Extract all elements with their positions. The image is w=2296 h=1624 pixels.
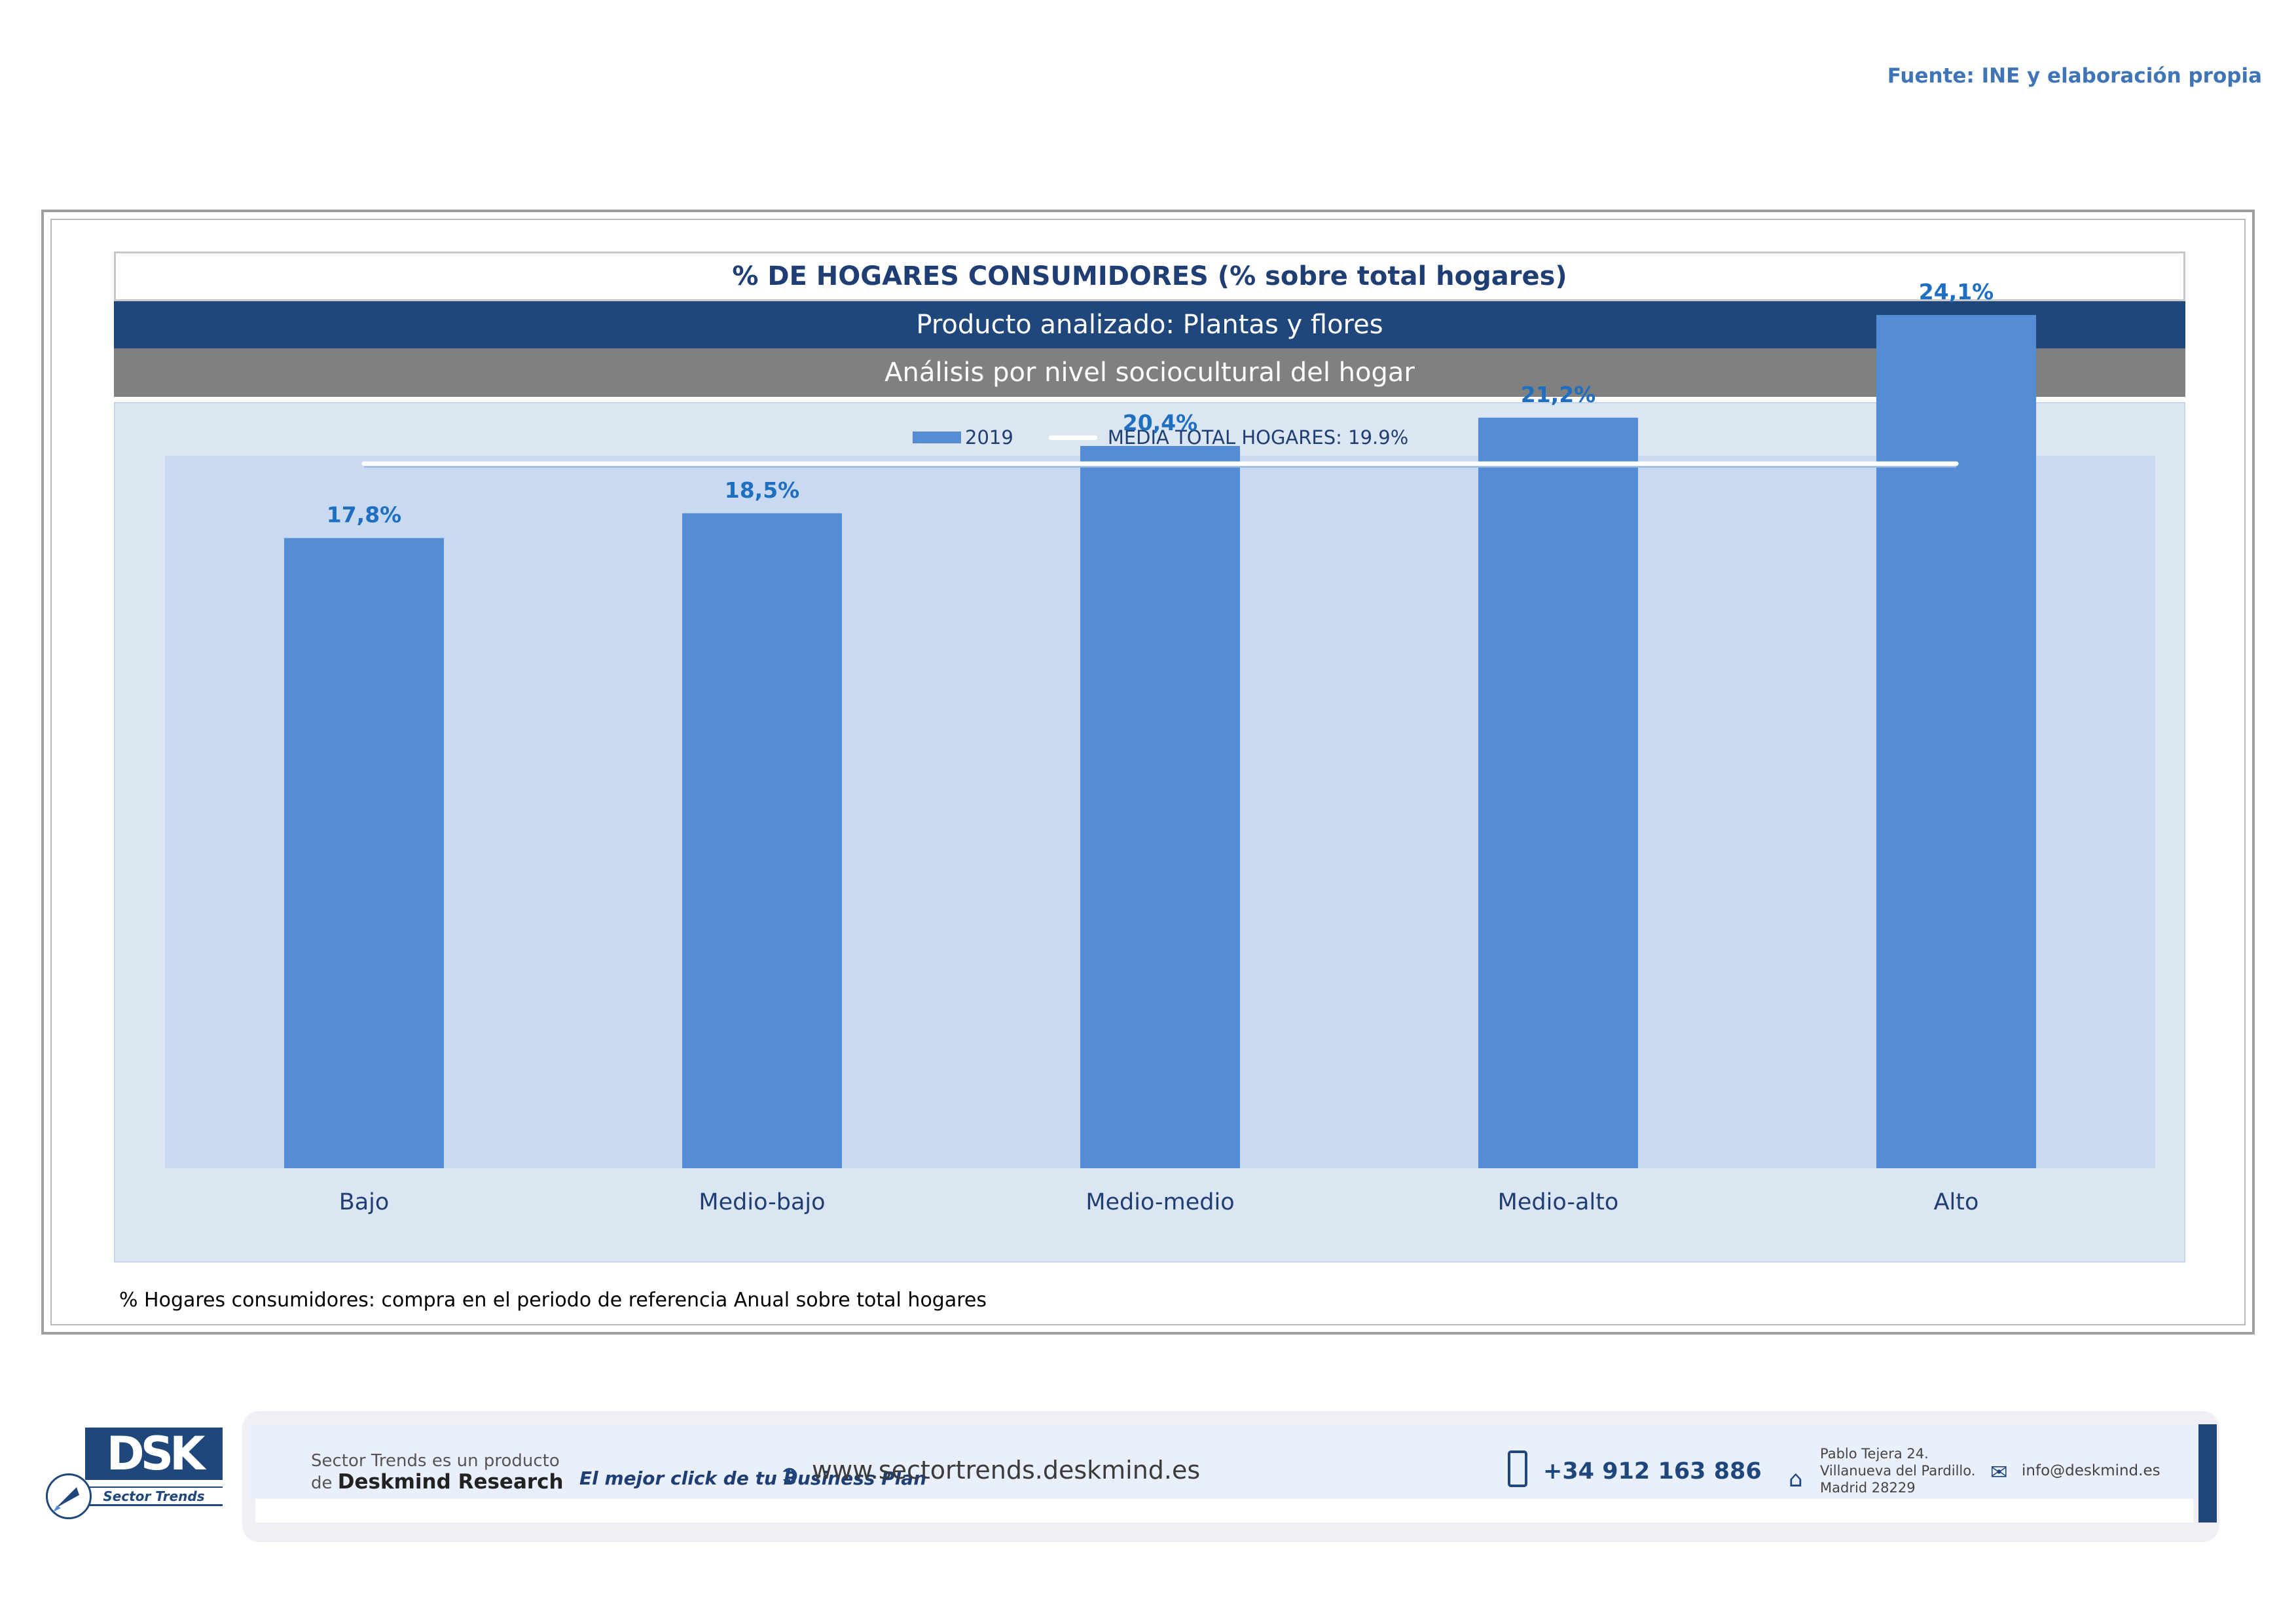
legend-line-swatch <box>1048 435 1097 440</box>
chart-footnote: % Hogares consumidores: compra en el per… <box>119 1289 987 1312</box>
product-credit-line2: de Deskmind Research <box>311 1471 564 1494</box>
home-icon: ⌂ <box>1789 1466 1803 1492</box>
analysis-band: Análisis por nivel sociocultural del hog… <box>114 348 2185 397</box>
page-footer: DSK Sector Trends Sector Trends es un pr… <box>39 1395 2232 1559</box>
address-line1: Pablo Tejera 24. <box>1820 1446 1929 1462</box>
footer-banner-strip <box>249 1424 2200 1499</box>
chart-title: % DE HOGARES CONSUMIDORES (% sobre total… <box>114 251 2185 301</box>
email-link[interactable]: info@deskmind.es <box>2022 1462 2160 1479</box>
footer-banner: Sector Trends es un producto de Deskmind… <box>242 1411 2219 1542</box>
product-credit: Sector Trends es un producto de Deskmind… <box>311 1450 564 1494</box>
chart-frame-inner <box>50 219 2246 1325</box>
legend-bar-swatch <box>913 432 961 443</box>
rocket-icon <box>46 1473 92 1519</box>
phone-number[interactable]: +34 912 163 886 <box>1543 1458 1762 1485</box>
address-line3: Madrid 28229 <box>1820 1480 1916 1496</box>
address: Pablo Tejera 24. Villanueva del Pardillo… <box>1820 1445 1975 1496</box>
arrow-right-icon: ➲ <box>779 1460 800 1488</box>
legend-series-label: 2019 <box>965 426 1013 449</box>
product-band: Producto analizado: Plantas y flores <box>114 301 2185 348</box>
dsk-logo-subtitle: Sector Trends <box>85 1486 223 1506</box>
plot-area <box>165 456 2155 1168</box>
legend-line-label: MEDIA TOTAL HOGARES: 19.9% <box>1107 426 1409 449</box>
slogan: El mejor click de tu Business Plan <box>579 1467 927 1489</box>
product-credit-prefix: de <box>311 1473 333 1493</box>
source-note: Fuente: INE y elaboración propia <box>1887 64 2262 88</box>
product-credit-brand: Deskmind Research <box>337 1470 564 1494</box>
mail-icon: ✉ <box>1990 1460 2008 1485</box>
footer-banner-accent <box>2198 1424 2217 1522</box>
phone-icon <box>1508 1450 1527 1487</box>
chart-legend: 2019 MEDIA TOTAL HOGARES: 19.9% <box>913 426 1408 449</box>
address-line2: Villanueva del Pardillo. <box>1820 1463 1976 1479</box>
dsk-logo-mark: DSK <box>85 1428 223 1480</box>
website-link[interactable]: www.sectortrends.deskmind.es <box>812 1456 1201 1485</box>
chart-frame <box>41 210 2255 1335</box>
dsk-logo: DSK Sector Trends <box>46 1428 223 1526</box>
product-credit-line1: Sector Trends es un producto <box>311 1451 560 1471</box>
